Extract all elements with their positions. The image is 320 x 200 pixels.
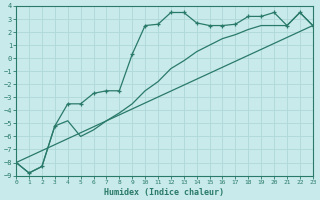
- X-axis label: Humidex (Indice chaleur): Humidex (Indice chaleur): [104, 188, 224, 197]
